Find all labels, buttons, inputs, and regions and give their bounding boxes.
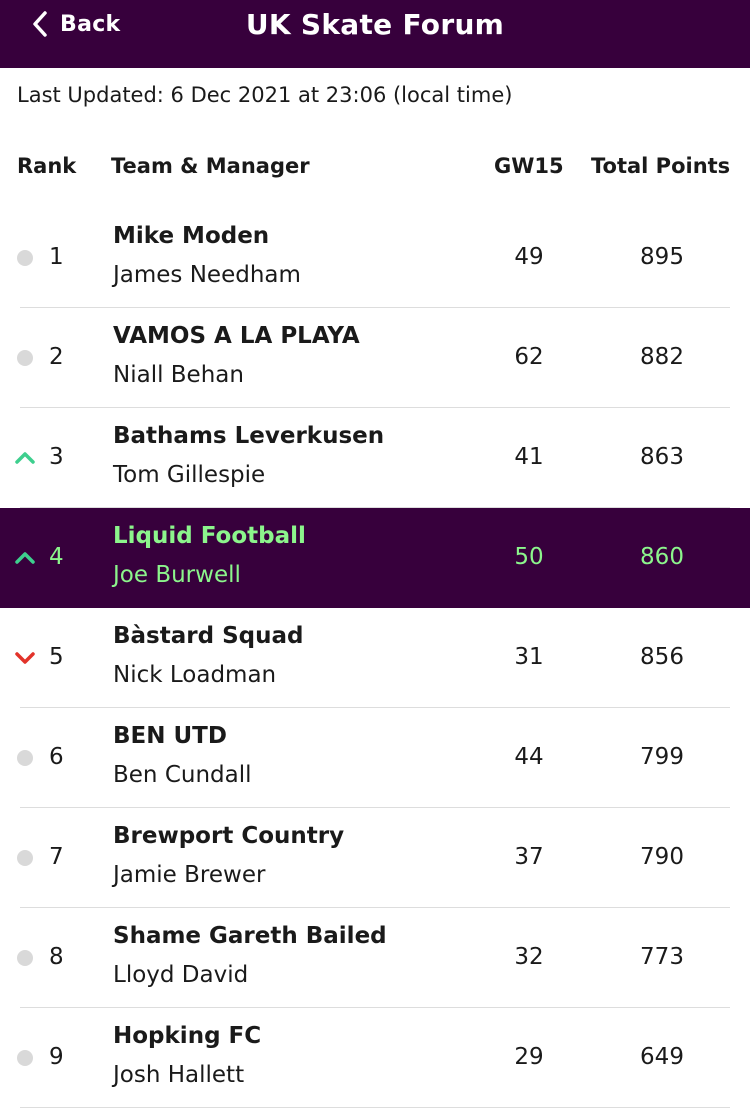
total-points: 799 (640, 744, 684, 770)
table-row[interactable]: 3 Bathams Leverkusen Tom Gillespie 41 863 (0, 408, 750, 508)
total-points: 863 (640, 444, 684, 470)
total-points: 895 (640, 244, 684, 270)
gameweek-points: 32 (514, 944, 544, 970)
manager-name: Lloyd David (113, 962, 249, 988)
standings-table: 1 Mike Moden James Needham 49 895 2 VAMOS A LA… (0, 208, 750, 1108)
row-divider (20, 807, 730, 808)
manager-name: Ben Cundall (113, 762, 252, 788)
table-row[interactable]: 2 VAMOS A LA PLAYA Niall Behan 62 882 (0, 308, 750, 408)
rank-unchanged-icon (14, 350, 36, 366)
manager-name: James Needham (113, 262, 301, 288)
app-header: Back UK Skate Forum (0, 0, 750, 68)
table-row[interactable]: 7 Brewport Country Jamie Brewer 37 790 (0, 808, 750, 908)
gameweek-points: 49 (514, 244, 544, 270)
row-divider (20, 507, 730, 508)
manager-name: Joe Burwell (113, 562, 241, 588)
table-row[interactable]: 9 Hopking FC Josh Hallett 29 649 (0, 1008, 750, 1108)
total-points: 649 (640, 1044, 684, 1070)
rank-number: 4 (49, 544, 64, 570)
back-button[interactable]: Back (32, 6, 121, 42)
last-updated-text: Last Updated: 6 Dec 2021 at 23:06 (local… (17, 83, 513, 107)
rank-up-icon (14, 550, 36, 566)
team-name: Bàstard Squad (113, 623, 304, 649)
row-divider (20, 1007, 730, 1008)
rank-number: 8 (49, 944, 64, 970)
manager-name: Josh Hallett (113, 1062, 245, 1088)
table-row[interactable]: 8 Shame Gareth Bailed Lloyd David 32 773 (0, 908, 750, 1008)
table-row[interactable]: 1 Mike Moden James Needham 49 895 (0, 208, 750, 308)
page-title: UK Skate Forum (245, 8, 505, 41)
rank-number: 1 (49, 244, 64, 270)
rank-number: 7 (49, 844, 64, 870)
rank-unchanged-icon (14, 1050, 36, 1066)
row-divider (20, 907, 730, 908)
gameweek-points: 31 (514, 644, 544, 670)
total-points: 790 (640, 844, 684, 870)
rank-number: 2 (49, 344, 64, 370)
row-divider (20, 407, 730, 408)
column-header-team-manager: Team & Manager (111, 154, 310, 178)
total-points: 773 (640, 944, 684, 970)
rank-number: 9 (49, 1044, 64, 1070)
table-row[interactable]: 5 Bàstard Squad Nick Loadman 31 856 (0, 608, 750, 708)
gameweek-points: 44 (514, 744, 544, 770)
rank-number: 5 (49, 644, 64, 670)
back-label: Back (60, 11, 121, 37)
gameweek-points: 50 (514, 544, 544, 570)
team-name: Shame Gareth Bailed (113, 923, 387, 949)
team-name: BEN UTD (113, 723, 227, 749)
team-name: Brewport Country (113, 823, 345, 849)
gameweek-points: 62 (514, 344, 544, 370)
chevron-left-icon (32, 11, 48, 37)
team-name: Bathams Leverkusen (113, 423, 385, 449)
gameweek-points: 37 (514, 844, 544, 870)
rank-unchanged-icon (14, 250, 36, 266)
row-divider (20, 707, 730, 708)
column-header-total-points: Total Points (591, 154, 731, 178)
rank-up-icon (14, 450, 36, 466)
gameweek-points: 41 (514, 444, 544, 470)
column-header-rank: Rank (17, 154, 77, 178)
total-points: 860 (640, 544, 684, 570)
rank-number: 3 (49, 444, 64, 470)
gameweek-points: 29 (514, 1044, 544, 1070)
manager-name: Tom Gillespie (113, 462, 266, 488)
total-points: 882 (640, 344, 684, 370)
manager-name: Jamie Brewer (113, 862, 266, 888)
team-name: Hopking FC (113, 1023, 262, 1049)
column-header-gameweek: GW15 (494, 154, 564, 178)
team-name: Liquid Football (113, 523, 306, 549)
rank-unchanged-icon (14, 850, 36, 866)
total-points: 856 (640, 644, 684, 670)
row-divider (20, 307, 730, 308)
rank-unchanged-icon (14, 950, 36, 966)
team-name: Mike Moden (113, 223, 270, 249)
rank-number: 6 (49, 744, 64, 770)
rank-unchanged-icon (14, 750, 36, 766)
manager-name: Nick Loadman (113, 662, 277, 688)
rank-down-icon (14, 650, 36, 666)
team-name: VAMOS A LA PLAYA (113, 323, 360, 349)
table-row[interactable]: 4 Liquid Football Joe Burwell 50 860 (0, 508, 750, 608)
manager-name: Niall Behan (113, 362, 244, 388)
table-row[interactable]: 6 BEN UTD Ben Cundall 44 799 (0, 708, 750, 808)
